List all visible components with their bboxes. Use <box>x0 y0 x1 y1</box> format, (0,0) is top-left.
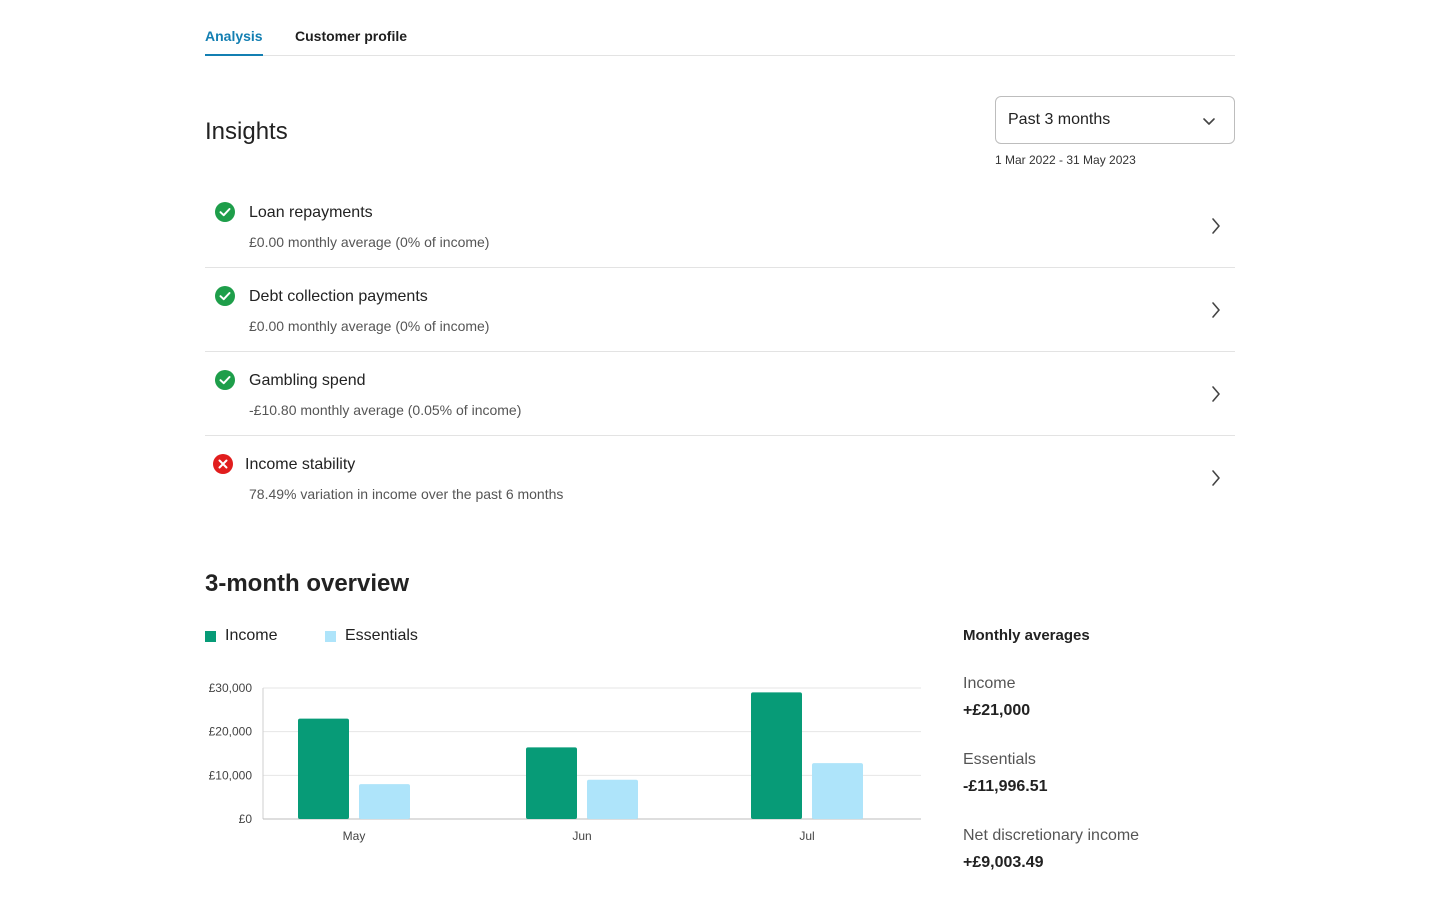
monthly-averages-panel: Monthly averages Income +£21,000 Essenti… <box>963 627 1235 871</box>
bar-essentials-jul <box>812 763 863 819</box>
period-select[interactable]: Past 3 months <box>995 96 1235 144</box>
bar-essentials-jun <box>587 779 638 819</box>
monthly-averages-title: Monthly averages <box>963 627 1090 644</box>
legend-label: Income <box>225 627 278 644</box>
x-tick-label: Jun <box>572 829 591 843</box>
insight-debt-collection[interactable]: Debt collection payments £0.00 monthly a… <box>205 268 1235 352</box>
bar-income-jun <box>526 747 577 819</box>
insight-label: Debt collection payments <box>249 288 428 305</box>
chart-canvas: £0 £10,000 £20,000 £30,000 May Jun Jul <box>209 681 921 843</box>
chevron-right-icon <box>1212 470 1220 486</box>
insight-label: Loan repayments <box>249 204 373 221</box>
insight-gambling-spend[interactable]: Gambling spend -£10.80 monthly average (… <box>205 352 1235 436</box>
legend-swatch-income <box>205 631 216 642</box>
period-select-value: Past 3 months <box>1008 111 1111 128</box>
tab-customer-profile[interactable]: Customer profile <box>295 28 408 44</box>
check-circle-icon <box>215 202 235 222</box>
overview-title: 3-month overview <box>205 570 410 597</box>
chevron-right-icon <box>1212 218 1220 234</box>
insight-detail: £0.00 monthly average (0% of income) <box>249 234 490 250</box>
insight-detail: -£10.80 monthly average (0.05% of income… <box>249 402 522 418</box>
bar-income-may <box>298 718 349 819</box>
average-label: Income <box>963 675 1016 692</box>
average-label: Net discretionary income <box>963 827 1140 844</box>
average-income: Income +£21,000 <box>963 675 1030 720</box>
chevron-down-icon <box>1203 118 1215 125</box>
insight-list: Loan repayments £0.00 monthly average (0… <box>205 184 1235 520</box>
insight-loan-repayments[interactable]: Loan repayments £0.00 monthly average (0… <box>205 184 1235 268</box>
chevron-right-icon <box>1212 386 1220 402</box>
insight-income-stability[interactable]: Income stability 78.49% variation in inc… <box>205 436 1235 520</box>
average-value: -£11,996.51 <box>963 778 1048 795</box>
insights-title: Insights <box>205 118 288 145</box>
bar-income-jul <box>751 692 802 819</box>
average-value: +£9,003.49 <box>963 854 1044 871</box>
x-circle-icon <box>213 454 233 474</box>
insight-detail: £0.00 monthly average (0% of income) <box>249 318 490 334</box>
overview-bar-chart: £0 £10,000 £20,000 £30,000 May Jun Jul <box>195 670 930 860</box>
legend-label: Essentials <box>345 627 418 644</box>
check-circle-icon <box>215 370 235 390</box>
insight-detail: 78.49% variation in income over the past… <box>249 486 564 502</box>
y-tick-label: £20,000 <box>209 725 253 739</box>
date-range: 1 Mar 2022 - 31 May 2023 <box>995 153 1136 167</box>
insight-label: Income stability <box>245 456 356 473</box>
insight-label: Gambling spend <box>249 372 366 389</box>
x-tick-label: May <box>343 829 366 843</box>
tab-bar: Analysis Customer profile <box>205 0 1235 56</box>
average-value: +£21,000 <box>963 702 1031 719</box>
y-tick-label: £10,000 <box>209 768 253 782</box>
check-circle-icon <box>215 286 235 306</box>
average-net-discretionary: Net discretionary income +£9,003.49 <box>963 827 1139 872</box>
legend-swatch-essentials <box>325 631 336 642</box>
bar-essentials-may <box>359 784 410 819</box>
chevron-right-icon <box>1212 302 1220 318</box>
y-tick-label: £0 <box>239 812 253 826</box>
average-essentials: Essentials -£11,996.51 <box>963 751 1048 796</box>
x-tick-label: Jul <box>799 829 814 843</box>
average-label: Essentials <box>963 751 1036 768</box>
y-tick-label: £30,000 <box>209 681 253 695</box>
tab-analysis[interactable]: Analysis <box>205 28 263 56</box>
